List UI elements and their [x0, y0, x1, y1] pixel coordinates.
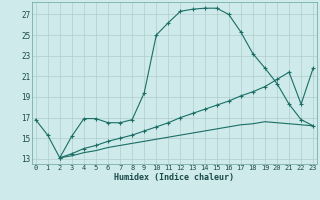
- X-axis label: Humidex (Indice chaleur): Humidex (Indice chaleur): [115, 173, 234, 182]
